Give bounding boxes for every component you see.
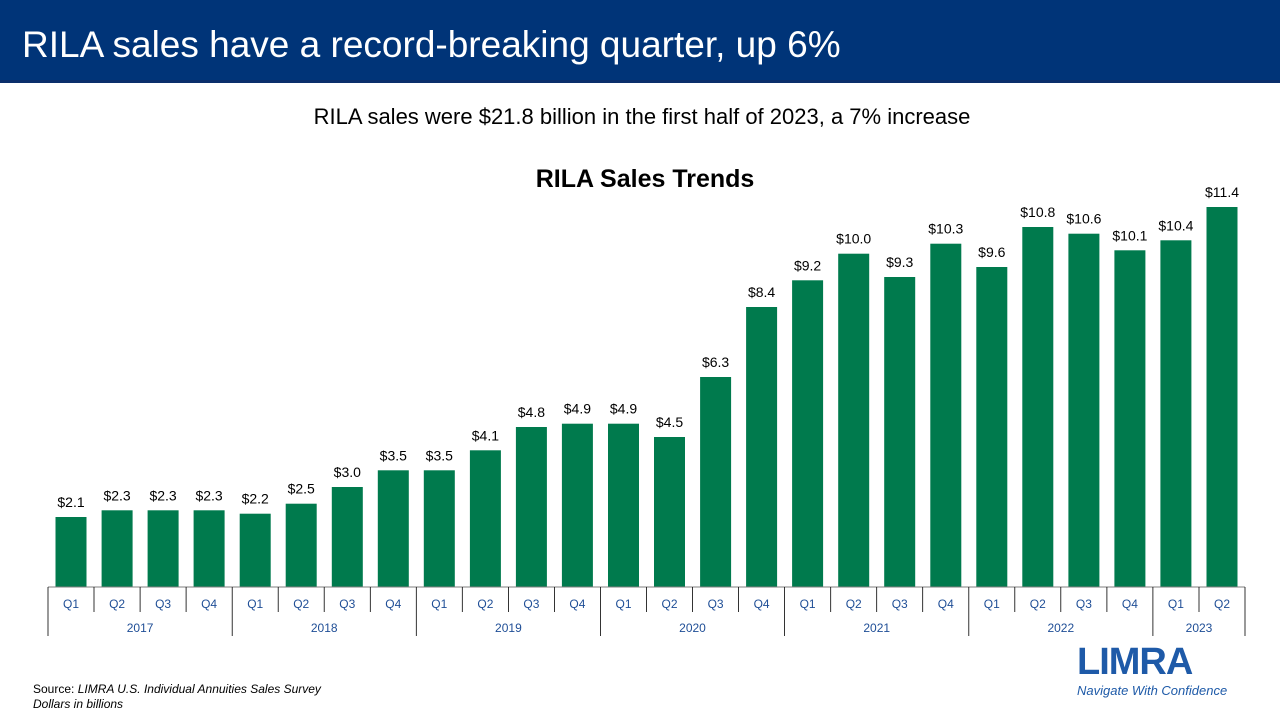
data-label: $6.3: [702, 354, 729, 370]
x-tick-label: Q3: [892, 597, 908, 611]
data-label: $2.3: [103, 487, 130, 503]
source-name: LIMRA U.S. Individual Annuities Sales Su…: [77, 682, 321, 696]
bar: [147, 510, 179, 587]
bar: [746, 307, 778, 587]
x-tick-label: Q2: [1214, 597, 1230, 611]
year-group-label: 2017: [127, 621, 154, 635]
x-tick-label: Q4: [938, 597, 954, 611]
header-bar: RILA sales have a record-breaking quarte…: [0, 0, 1280, 83]
year-group-label: 2023: [1186, 621, 1213, 635]
x-tick-label: Q1: [800, 597, 816, 611]
bar: [285, 503, 317, 587]
bar: [654, 437, 685, 587]
data-label: $9.6: [978, 244, 1005, 260]
bar: [101, 510, 133, 587]
year-group-label: 2020: [679, 621, 706, 635]
bar: [838, 253, 870, 587]
chart-title: RILA Sales Trends: [535, 165, 755, 193]
data-label: $10.3: [928, 221, 963, 237]
data-label: $10.4: [1158, 217, 1193, 233]
x-tick-label: Q4: [569, 597, 585, 611]
data-label: $4.9: [610, 401, 637, 417]
x-tick-label: Q2: [1030, 597, 1046, 611]
data-label: $4.8: [518, 404, 545, 420]
logo-tagline: Navigate With Confidence: [1077, 683, 1228, 698]
x-tick-label: Q3: [155, 597, 171, 611]
data-label: $9.2: [794, 257, 821, 273]
x-tick-label: Q4: [201, 597, 217, 611]
bar: [561, 423, 593, 587]
bar: [469, 450, 501, 587]
x-tick-label: Q2: [846, 597, 862, 611]
x-tick-label: Q2: [293, 597, 309, 611]
page-subtitle: RILA sales were $21.8 billion in the fir…: [313, 104, 971, 129]
x-tick-label: Q1: [431, 597, 447, 611]
data-label: $3.0: [334, 464, 361, 480]
bar: [930, 243, 962, 587]
data-label: $8.4: [748, 284, 775, 300]
units-note: Dollars in billions: [33, 697, 124, 711]
data-label: $4.5: [656, 414, 683, 430]
year-group-label: 2022: [1047, 621, 1074, 635]
data-label: $2.3: [195, 487, 222, 503]
bar: [423, 470, 455, 587]
data-label: $11.4: [1205, 184, 1239, 200]
bar: [193, 510, 225, 587]
x-tick-label: Q4: [1122, 597, 1138, 611]
x-tick-label: Q3: [339, 597, 355, 611]
data-label: $2.2: [242, 491, 269, 507]
source-prefix: Source:: [33, 682, 78, 696]
x-tick-label: Q1: [615, 597, 631, 611]
bar: [239, 513, 271, 587]
data-label: $10.6: [1066, 211, 1101, 227]
bar: [792, 280, 824, 587]
year-group-label: 2018: [311, 621, 338, 635]
data-label: $9.3: [886, 254, 913, 270]
bar: [331, 487, 363, 587]
bar: [1160, 240, 1192, 588]
data-label: $4.1: [472, 427, 499, 443]
bar: [515, 427, 547, 587]
x-tick-label: Q2: [477, 597, 493, 611]
logo-wordmark: LIMRA: [1077, 641, 1193, 683]
data-label: $10.0: [836, 231, 871, 247]
x-tick-label: Q4: [385, 597, 401, 611]
bar: [1068, 233, 1100, 587]
data-label: $3.5: [380, 447, 407, 463]
x-tick-label: Q4: [754, 597, 770, 611]
bar: [700, 377, 732, 587]
page-title: RILA sales have a record-breaking quarte…: [22, 24, 841, 65]
year-group-label: 2019: [495, 621, 522, 635]
data-label: $2.3: [149, 487, 176, 503]
data-label: $10.8: [1020, 204, 1055, 220]
data-label: $4.9: [564, 401, 591, 417]
x-tick-label: Q3: [708, 597, 724, 611]
year-group-label: 2021: [863, 621, 890, 635]
x-tick-label: Q1: [63, 597, 79, 611]
bar: [1114, 250, 1146, 588]
data-label: $2.1: [57, 494, 84, 510]
x-tick-label: Q1: [1168, 597, 1184, 611]
bar: [55, 517, 87, 587]
x-tick-label: Q1: [247, 597, 263, 611]
bar: [976, 267, 1008, 587]
bar: [608, 423, 639, 587]
data-label: $10.1: [1112, 227, 1147, 243]
x-tick-label: Q1: [984, 597, 1000, 611]
bar: [377, 470, 409, 587]
limra-logo: LIMRA: [1077, 641, 1194, 683]
bar: [884, 277, 916, 587]
bar: [1206, 207, 1238, 587]
x-tick-label: Q3: [1076, 597, 1092, 611]
x-tick-label: Q2: [661, 597, 677, 611]
data-label: $2.5: [288, 481, 315, 497]
x-tick-label: Q3: [523, 597, 539, 611]
x-tick-label: Q2: [109, 597, 125, 611]
source-note: Source: LIMRA U.S. Individual Annuities …: [33, 682, 321, 712]
bar: [1022, 227, 1054, 587]
data-label: $3.5: [426, 447, 453, 463]
